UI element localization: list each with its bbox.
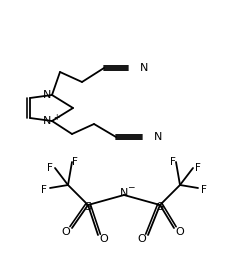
Text: F: F bbox=[170, 157, 176, 167]
Text: F: F bbox=[195, 163, 201, 173]
Text: N: N bbox=[120, 188, 128, 198]
Text: O: O bbox=[62, 227, 70, 237]
Text: N: N bbox=[140, 63, 148, 73]
Text: F: F bbox=[47, 163, 53, 173]
Text: N: N bbox=[43, 90, 51, 100]
Text: N: N bbox=[43, 116, 51, 126]
Text: O: O bbox=[176, 227, 184, 237]
Text: F: F bbox=[41, 185, 47, 195]
Text: −: − bbox=[127, 182, 135, 191]
Text: F: F bbox=[201, 185, 207, 195]
Text: +: + bbox=[53, 112, 59, 121]
Text: S: S bbox=[156, 202, 164, 212]
Text: S: S bbox=[84, 202, 92, 212]
Text: O: O bbox=[138, 234, 146, 244]
Text: N: N bbox=[154, 132, 162, 142]
Text: F: F bbox=[72, 157, 78, 167]
Text: O: O bbox=[100, 234, 108, 244]
